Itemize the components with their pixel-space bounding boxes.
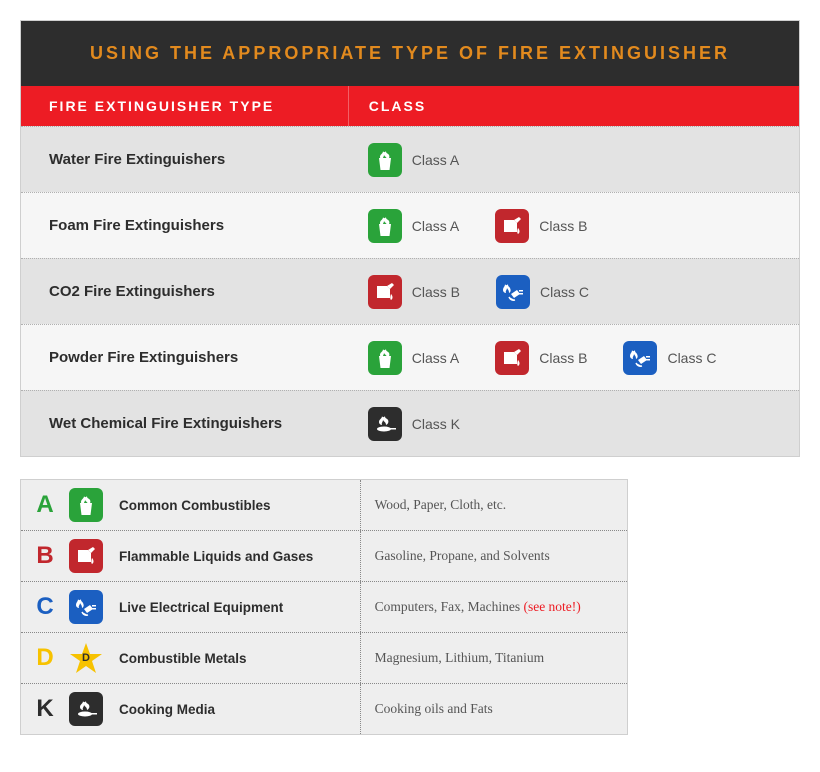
legend-name: Combustible Metals [111, 633, 361, 683]
class-badge: Class B [495, 209, 587, 243]
class-badge: Class K [368, 407, 460, 441]
legend-letter: A [21, 491, 61, 519]
class-badge: Class C [496, 275, 589, 309]
legend-icon-cell [61, 692, 111, 726]
extinguisher-table: USING THE APPROPRIATE TYPE OF FIRE EXTIN… [20, 20, 800, 457]
header-class: CLASS [348, 86, 799, 126]
class-badge: Class A [368, 341, 459, 375]
class-badge: Class B [368, 275, 460, 309]
class-a-icon [368, 143, 402, 177]
legend-letter: C [21, 593, 61, 621]
extinguisher-name: Water Fire Extinguishers [21, 151, 348, 168]
class-cell: Class A Class B [348, 209, 799, 243]
legend-icon-cell [61, 488, 111, 522]
extinguisher-name: CO2 Fire Extinguishers [21, 283, 348, 300]
table-header: FIRE EXTINGUISHER TYPE CLASS [21, 86, 799, 126]
legend-desc: Gasoline, Propane, and Solvents [361, 548, 628, 564]
legend-name: Live Electrical Equipment [111, 582, 361, 632]
table-row: Powder Fire Extinguishers Class A Class … [21, 324, 799, 390]
table-title: USING THE APPROPRIATE TYPE OF FIRE EXTIN… [21, 21, 799, 86]
legend-name: Flammable Liquids and Gases [111, 531, 361, 581]
class-badge: Class C [623, 341, 716, 375]
class-label: Class A [412, 152, 459, 168]
legend-letter: D [21, 644, 61, 672]
table-row: Wet Chemical Fire Extinguishers Class K [21, 390, 799, 456]
class-label: Class B [539, 218, 587, 234]
class-badge: Class A [368, 209, 459, 243]
extinguisher-name: Powder Fire Extinguishers [21, 349, 348, 366]
legend-letter: B [21, 542, 61, 570]
class-c-icon [496, 275, 530, 309]
class-c-icon [623, 341, 657, 375]
legend-desc: Magnesium, Lithium, Titanium [361, 650, 628, 666]
class-label: Class C [667, 350, 716, 366]
extinguisher-name: Wet Chemical Fire Extinguishers [21, 415, 348, 432]
class-badge: Class A [368, 143, 459, 177]
legend-letter: K [21, 695, 61, 723]
legend-desc: Cooking oils and Fats [361, 701, 628, 717]
class-label: Class A [412, 218, 459, 234]
table-row: CO2 Fire Extinguishers Class B Class C [21, 258, 799, 324]
legend-desc: Wood, Paper, Cloth, etc. [361, 497, 628, 513]
class-c-icon [69, 590, 103, 624]
class-cell: Class B Class C [348, 275, 799, 309]
class-b-icon [368, 275, 402, 309]
class-b-icon [69, 539, 103, 573]
class-label: Class K [412, 416, 460, 432]
class-badge: Class B [495, 341, 587, 375]
header-type: FIRE EXTINGUISHER TYPE [21, 86, 348, 126]
legend-row: B Flammable Liquids and Gases Gasoline, … [21, 531, 627, 582]
class-cell: Class A Class B Class C [348, 341, 799, 375]
legend-row: A Common Combustibles Wood, Paper, Cloth… [21, 480, 627, 531]
table-row: Foam Fire Extinguishers Class A Class B [21, 192, 799, 258]
class-d-star-icon: D [69, 641, 103, 675]
class-label: Class B [412, 284, 460, 300]
class-b-icon [495, 209, 529, 243]
extinguisher-name: Foam Fire Extinguishers [21, 217, 348, 234]
class-label: Class A [412, 350, 459, 366]
legend-name: Cooking Media [111, 684, 361, 734]
class-a-icon [69, 488, 103, 522]
class-a-icon [368, 341, 402, 375]
legend-name: Common Combustibles [111, 480, 361, 530]
legend-icon-cell: D [61, 641, 111, 675]
legend-table: A Common Combustibles Wood, Paper, Cloth… [20, 479, 628, 735]
class-k-icon [69, 692, 103, 726]
legend-icon-cell [61, 590, 111, 624]
legend-row: D D Combustible Metals Magnesium, Lithiu… [21, 633, 627, 684]
class-b-icon [495, 341, 529, 375]
class-a-icon [368, 209, 402, 243]
class-label: Class B [539, 350, 587, 366]
class-k-icon [368, 407, 402, 441]
legend-note: (see note!) [523, 599, 580, 614]
legend-desc: Computers, Fax, Machines (see note!) [361, 599, 628, 615]
legend-icon-cell [61, 539, 111, 573]
table-row: Water Fire Extinguishers Class A [21, 126, 799, 192]
legend-row: C Live Electrical Equipment Computers, F… [21, 582, 627, 633]
class-cell: Class A [348, 143, 799, 177]
class-label: Class C [540, 284, 589, 300]
legend-row: K Cooking Media Cooking oils and Fats [21, 684, 627, 734]
class-cell: Class K [348, 407, 799, 441]
